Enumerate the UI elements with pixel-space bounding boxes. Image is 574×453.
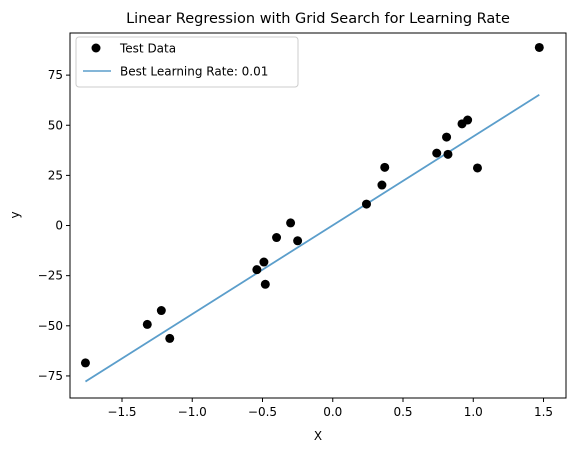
y-axis-label: y <box>8 211 22 218</box>
y-tick-label: −75 <box>38 369 63 383</box>
axes-frame <box>69 32 567 399</box>
plot-area <box>80 42 544 383</box>
legend-label-best-rate: Best Learning Rate: 0.01 <box>120 65 268 79</box>
x-axis: −1.5 −1.0 −0.5 0.0 0.5 1.0 1.5 <box>107 398 553 419</box>
x-tick-label: −0.5 <box>248 405 277 419</box>
legend-label-test-data: Test Data <box>119 42 176 56</box>
y-tick-label: −50 <box>38 319 63 333</box>
chart-title: Linear Regression with Grid Search for L… <box>126 11 510 27</box>
data-point <box>534 42 544 52</box>
legend: Test Data Best Learning Rate: 0.01 <box>75 36 299 88</box>
y-tick-label: 25 <box>48 168 63 182</box>
x-axis-label: X <box>314 429 322 443</box>
regression-line <box>84 94 540 383</box>
x-tick-label: 0.0 <box>323 405 342 419</box>
data-point <box>443 149 453 159</box>
data-point <box>472 163 482 173</box>
data-point <box>286 218 296 228</box>
data-point <box>259 257 269 267</box>
x-tick-label: 1.5 <box>534 405 553 419</box>
x-tick-label: 1.0 <box>464 405 483 419</box>
data-point <box>377 180 387 190</box>
data-point <box>156 306 166 316</box>
data-point <box>293 236 303 246</box>
data-point <box>165 333 175 343</box>
data-point <box>442 132 452 142</box>
data-point <box>80 358 90 368</box>
legend-box <box>75 36 299 88</box>
data-point <box>432 148 442 158</box>
data-point <box>252 265 262 275</box>
x-tick-label: −1.5 <box>107 405 136 419</box>
data-point <box>272 233 282 243</box>
y-axis: −75 −50 −25 0 25 50 75 <box>38 68 70 383</box>
x-tick-label: 0.5 <box>393 405 412 419</box>
y-tick-label: −25 <box>38 269 63 283</box>
data-point <box>463 115 473 125</box>
data-point <box>380 162 390 172</box>
data-point <box>260 279 270 289</box>
data-point <box>361 199 371 209</box>
y-tick-label: 0 <box>55 219 63 233</box>
data-point <box>142 319 152 329</box>
legend-marker-test-data <box>91 43 101 53</box>
y-tick-label: 75 <box>48 68 63 82</box>
y-tick-label: 50 <box>48 118 63 132</box>
x-tick-label: −1.0 <box>178 405 207 419</box>
